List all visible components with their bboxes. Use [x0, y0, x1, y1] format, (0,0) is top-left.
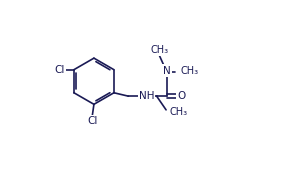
Text: CH₃: CH₃	[181, 66, 199, 76]
Text: Cl: Cl	[54, 65, 65, 75]
Text: CH₃: CH₃	[170, 107, 187, 117]
Text: NH: NH	[139, 91, 154, 101]
Text: O: O	[177, 91, 186, 101]
Text: CH₃: CH₃	[150, 45, 168, 55]
Text: Cl: Cl	[87, 116, 97, 126]
Text: N: N	[163, 65, 171, 76]
